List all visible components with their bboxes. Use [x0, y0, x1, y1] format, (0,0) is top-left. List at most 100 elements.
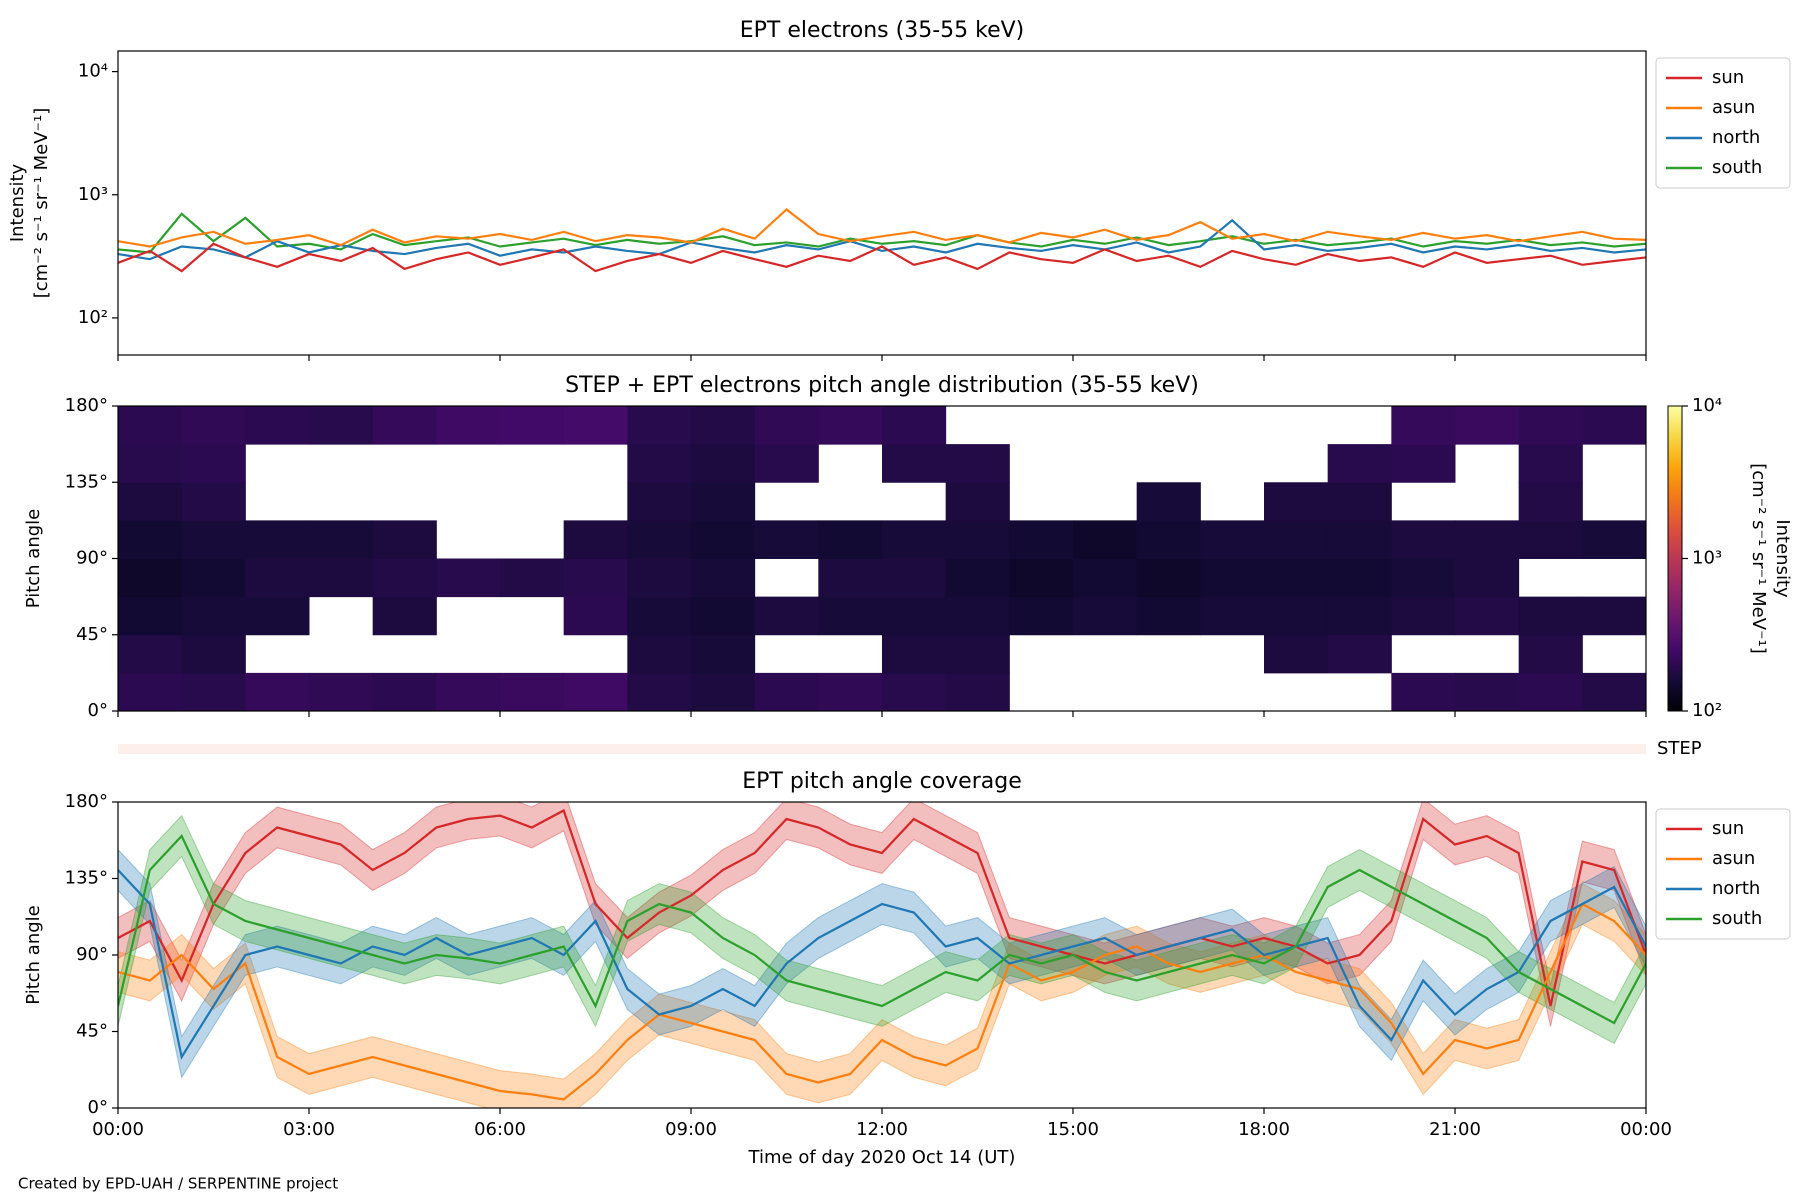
- heat-cell: [1582, 596, 1647, 636]
- legend-label: sun: [1712, 818, 1744, 839]
- heat-cell: [882, 672, 947, 712]
- heat-cell: [945, 672, 1010, 712]
- heat-cell: [691, 444, 756, 483]
- spread-band: [118, 814, 1646, 1045]
- panel: EPT electrons (35-55 keV) Intensity [cm⁻² …: [7, 18, 1791, 361]
- heat-cell: [500, 558, 565, 598]
- heat-cell: [118, 406, 183, 445]
- y-tick-label: 180°: [65, 791, 108, 812]
- legend-label: sun: [1712, 67, 1744, 88]
- y-axis-label: [cm⁻² s⁻¹ sr⁻¹ MeV⁻¹]: [31, 108, 52, 299]
- heat-cell: [563, 672, 628, 712]
- heat-cell: [1518, 672, 1583, 712]
- heat-cell: [1582, 520, 1647, 559]
- heat-cell: [1518, 406, 1583, 445]
- y-tick-label: 45°: [76, 624, 108, 645]
- heat-cell: [245, 558, 310, 598]
- heat-cell: [627, 520, 692, 559]
- strip-label: STEP: [1657, 738, 1702, 759]
- heat-cell: [818, 672, 883, 712]
- y-axis-label: Intensity: [7, 163, 28, 242]
- heat-cell: [118, 558, 183, 598]
- heat-cell: [754, 596, 819, 636]
- heat-cell: [245, 596, 310, 636]
- heat-cell: [563, 520, 628, 559]
- heat-cell: [1518, 444, 1583, 483]
- heat-cell: [1136, 558, 1201, 598]
- heat-cell: [118, 482, 183, 521]
- heat-cell: [1264, 596, 1329, 636]
- x-tick-label: 15:00: [1047, 1119, 1099, 1140]
- heat-cell: [118, 444, 183, 483]
- colorbar-tick-label: 10⁴: [1692, 395, 1722, 416]
- axes-frame: [117, 405, 1647, 712]
- heat-cell: [818, 596, 883, 636]
- footer: Created by EPD-UAH / SERPENTINE project: [18, 1175, 338, 1193]
- x-tick-label: 21:00: [1429, 1119, 1481, 1140]
- heat-cell: [309, 406, 374, 445]
- heat-cell: [1264, 558, 1329, 598]
- heat-cell: [1200, 558, 1265, 598]
- heat-cell: [309, 558, 374, 598]
- colorbar-tick-label: 10²: [1692, 700, 1722, 721]
- x-tick-label: 03:00: [283, 1119, 335, 1140]
- heat-cell: [372, 596, 437, 636]
- heat-cell: [1073, 520, 1138, 559]
- heat-cell: [1009, 596, 1074, 636]
- heat-cell: [372, 406, 437, 445]
- series-line: [118, 212, 1646, 254]
- plot-area: [118, 208, 1646, 273]
- legend-label: asun: [1712, 848, 1755, 869]
- colorbar-label: [cm⁻² s⁻¹ sr⁻¹ MeV⁻¹]: [1748, 463, 1769, 654]
- heat-cell: [691, 634, 756, 674]
- heat-cell: [1327, 482, 1392, 521]
- heat-cell: [1455, 406, 1520, 445]
- x-tick-label: 12:00: [856, 1119, 908, 1140]
- heat-cell: [372, 672, 437, 712]
- heat-cell: [1136, 596, 1201, 636]
- heat-cell: [818, 406, 883, 445]
- y-tick-label: 135°: [65, 868, 108, 889]
- heat-cell: [436, 406, 501, 445]
- heat-cell: [1582, 672, 1647, 712]
- heat-cell: [627, 634, 692, 674]
- series-line: [118, 208, 1646, 248]
- heat-cell: [1518, 482, 1583, 521]
- heat-cell: [181, 520, 246, 559]
- colorbar-tick-label: 10³: [1692, 548, 1722, 569]
- series-line: [118, 242, 1646, 273]
- heat-cell: [181, 596, 246, 636]
- heat-cell: [627, 406, 692, 445]
- y-tick-label: 135°: [65, 471, 108, 492]
- heat-cell: [882, 406, 947, 445]
- heat-cell: [245, 520, 310, 559]
- heat-cell: [1391, 406, 1456, 445]
- heat-cell: [691, 482, 756, 521]
- heat-cell: [1200, 596, 1265, 636]
- heat-cell: [882, 558, 947, 598]
- heat-cell: [1327, 596, 1392, 636]
- heat-cell: [882, 444, 947, 483]
- heat-cell: [627, 482, 692, 521]
- heat-cell: [1136, 482, 1201, 521]
- y-axis-label: Pitch angle: [23, 509, 44, 608]
- heat-cell: [1073, 558, 1138, 598]
- y-tick-label: 0°: [88, 700, 108, 721]
- heat-cell: [372, 520, 437, 559]
- legend-box: [1655, 57, 1791, 189]
- heat-cell: [245, 406, 310, 445]
- heat-cell: [1327, 520, 1392, 559]
- spread-band: [118, 882, 1646, 1108]
- y-tick-label: 0°: [88, 1097, 108, 1118]
- heat-cell: [945, 634, 1010, 674]
- legend-box: [1655, 808, 1791, 940]
- heat-cell: [1582, 406, 1647, 445]
- heat-cell: [1391, 444, 1456, 483]
- heat-cell: [118, 634, 183, 674]
- heat-cell: [754, 406, 819, 445]
- heat-cell: [691, 596, 756, 636]
- heat-cell: [563, 558, 628, 598]
- plot-area: [118, 802, 1646, 1108]
- heat-cell: [563, 596, 628, 636]
- heat-cell: [1200, 520, 1265, 559]
